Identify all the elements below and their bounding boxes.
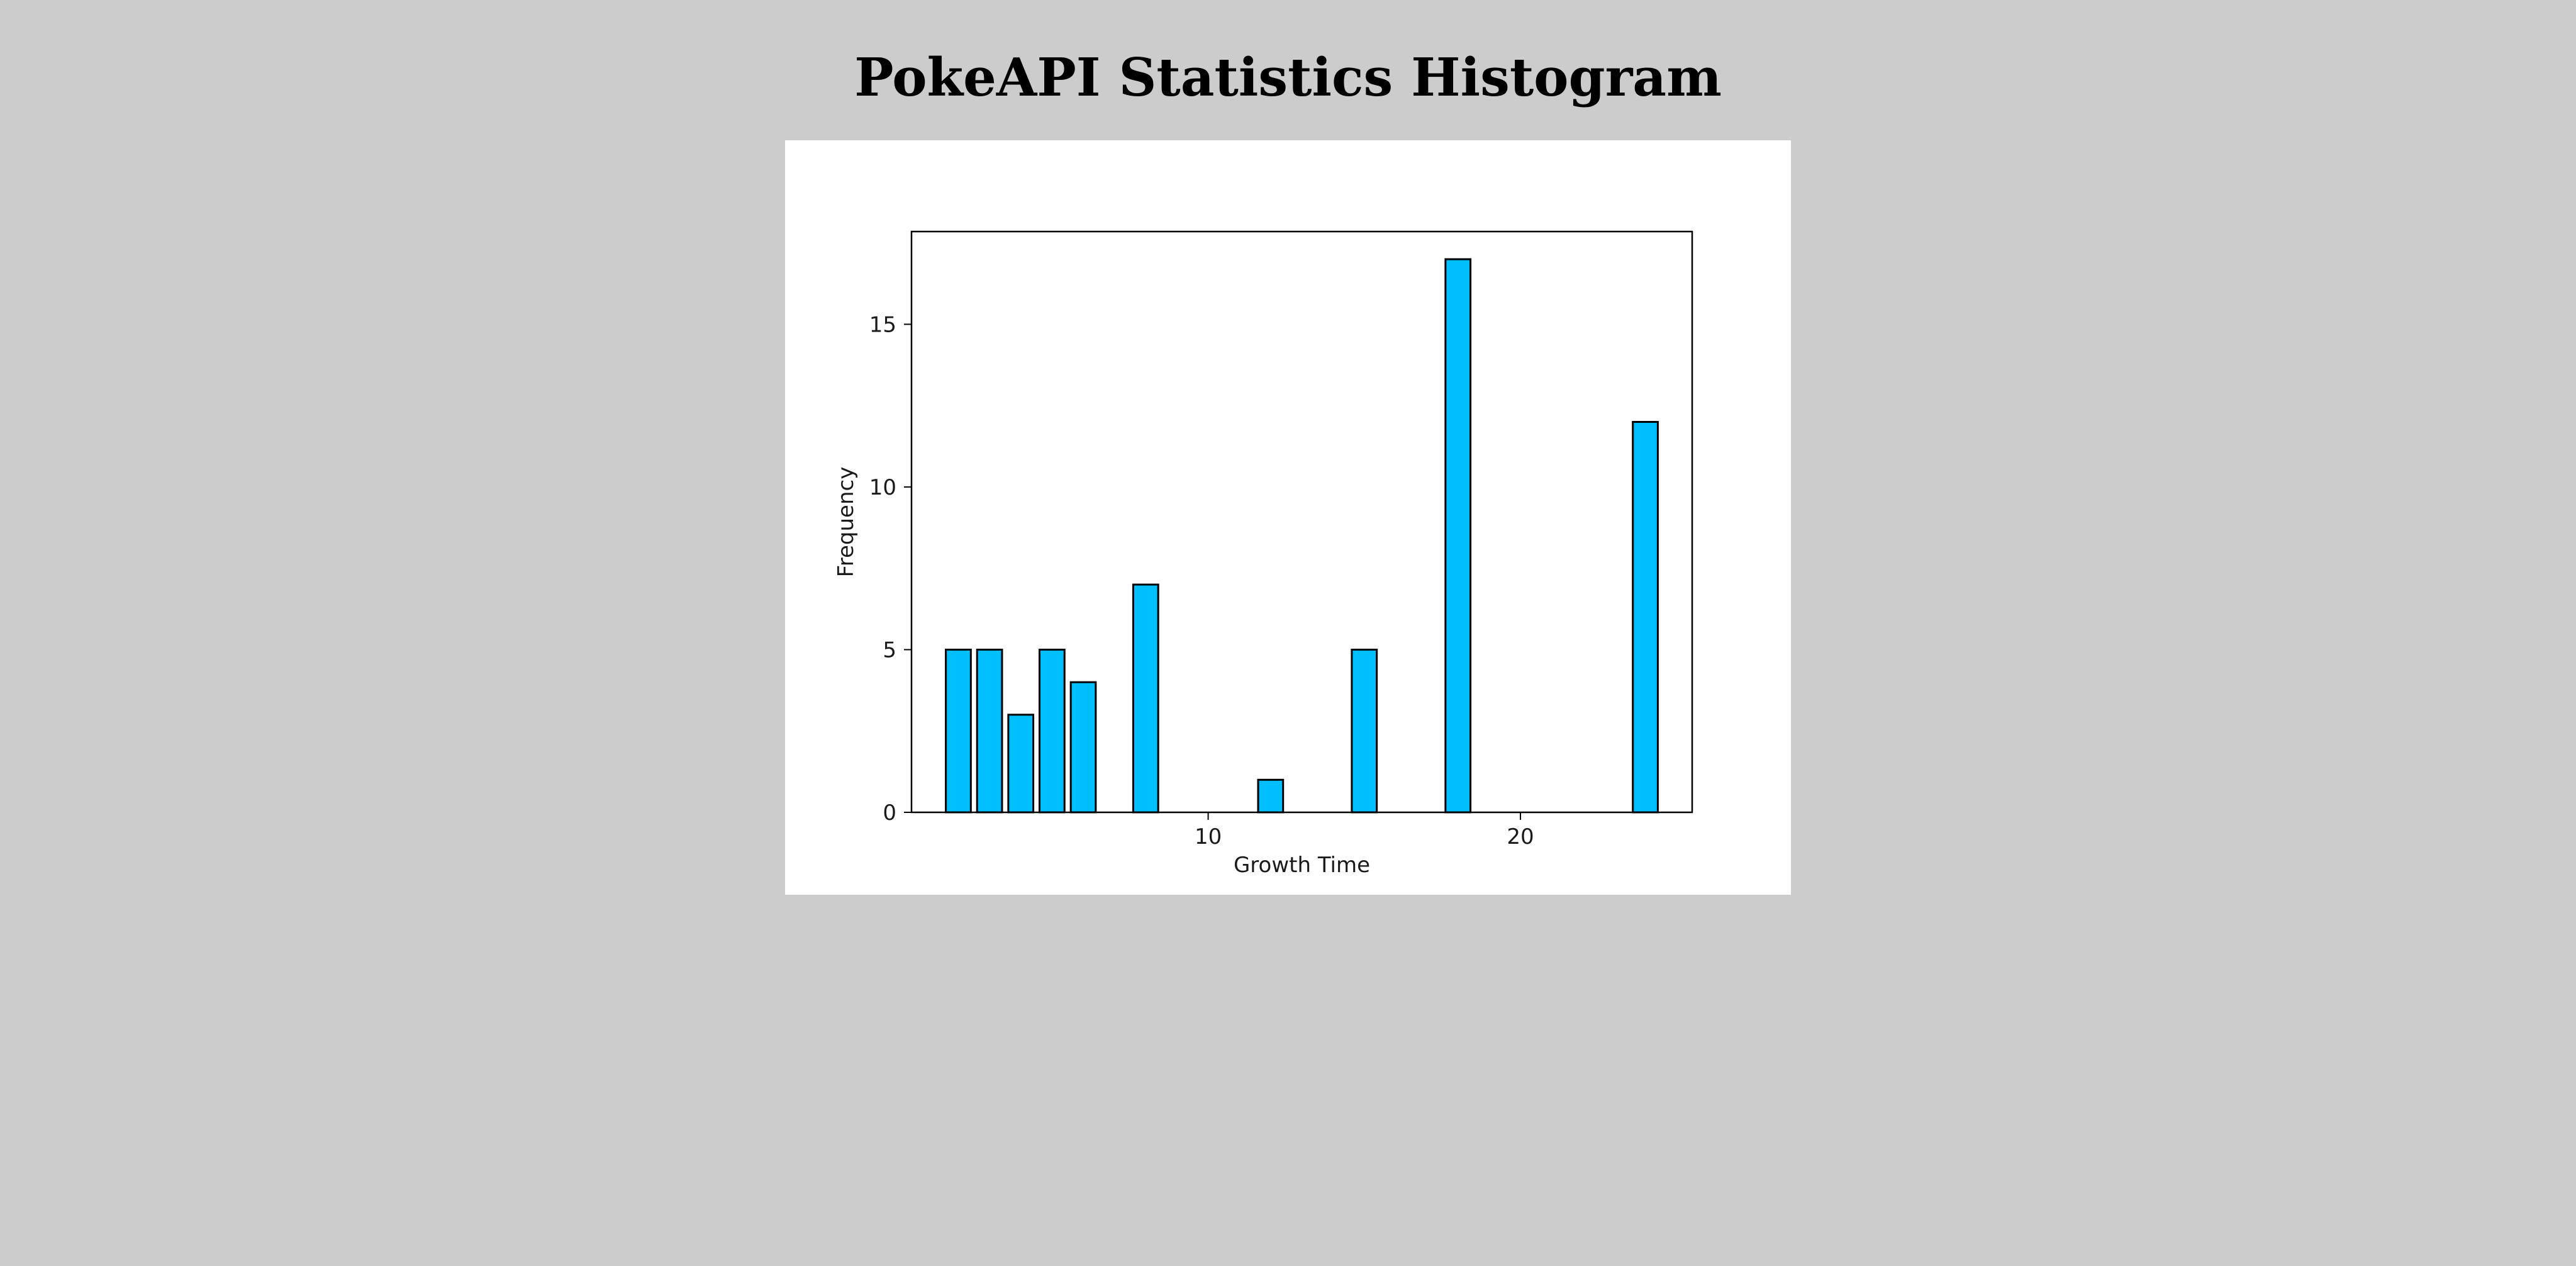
y-tick-label: 0	[883, 800, 896, 826]
bars-layer	[945, 258, 1659, 814]
bar-15	[1351, 648, 1378, 814]
bar-3	[976, 648, 1003, 814]
y-axis: 0 5 10 15	[869, 312, 912, 826]
x-tick-label: 10	[1195, 824, 1222, 849]
x-tick-label: 20	[1507, 824, 1534, 849]
bar-8	[1132, 583, 1159, 814]
bar-5	[1039, 648, 1066, 814]
bar-2	[945, 648, 972, 814]
plot-frame	[910, 230, 1693, 814]
y-axis-label: Frequency	[834, 467, 859, 578]
bar-4	[1007, 714, 1035, 814]
y-tick-label: 10	[869, 475, 896, 500]
bar-6	[1069, 681, 1097, 814]
histogram-chart: 10 20 0 5 10 15 Growth Time Frequency	[834, 230, 1693, 878]
bar-24	[1632, 420, 1659, 814]
y-tick-label: 5	[883, 637, 896, 663]
page-title: PokeAPI Statistics Histogram	[854, 47, 1722, 108]
bar-18	[1444, 258, 1472, 814]
x-axis: 10 20	[1195, 812, 1534, 849]
y-tick-label: 15	[869, 312, 896, 337]
x-axis-label: Growth Time	[1234, 853, 1370, 878]
bar-12	[1257, 778, 1285, 814]
chart-figure: 10 20 0 5 10 15 Growth Time Frequency	[785, 140, 1791, 895]
